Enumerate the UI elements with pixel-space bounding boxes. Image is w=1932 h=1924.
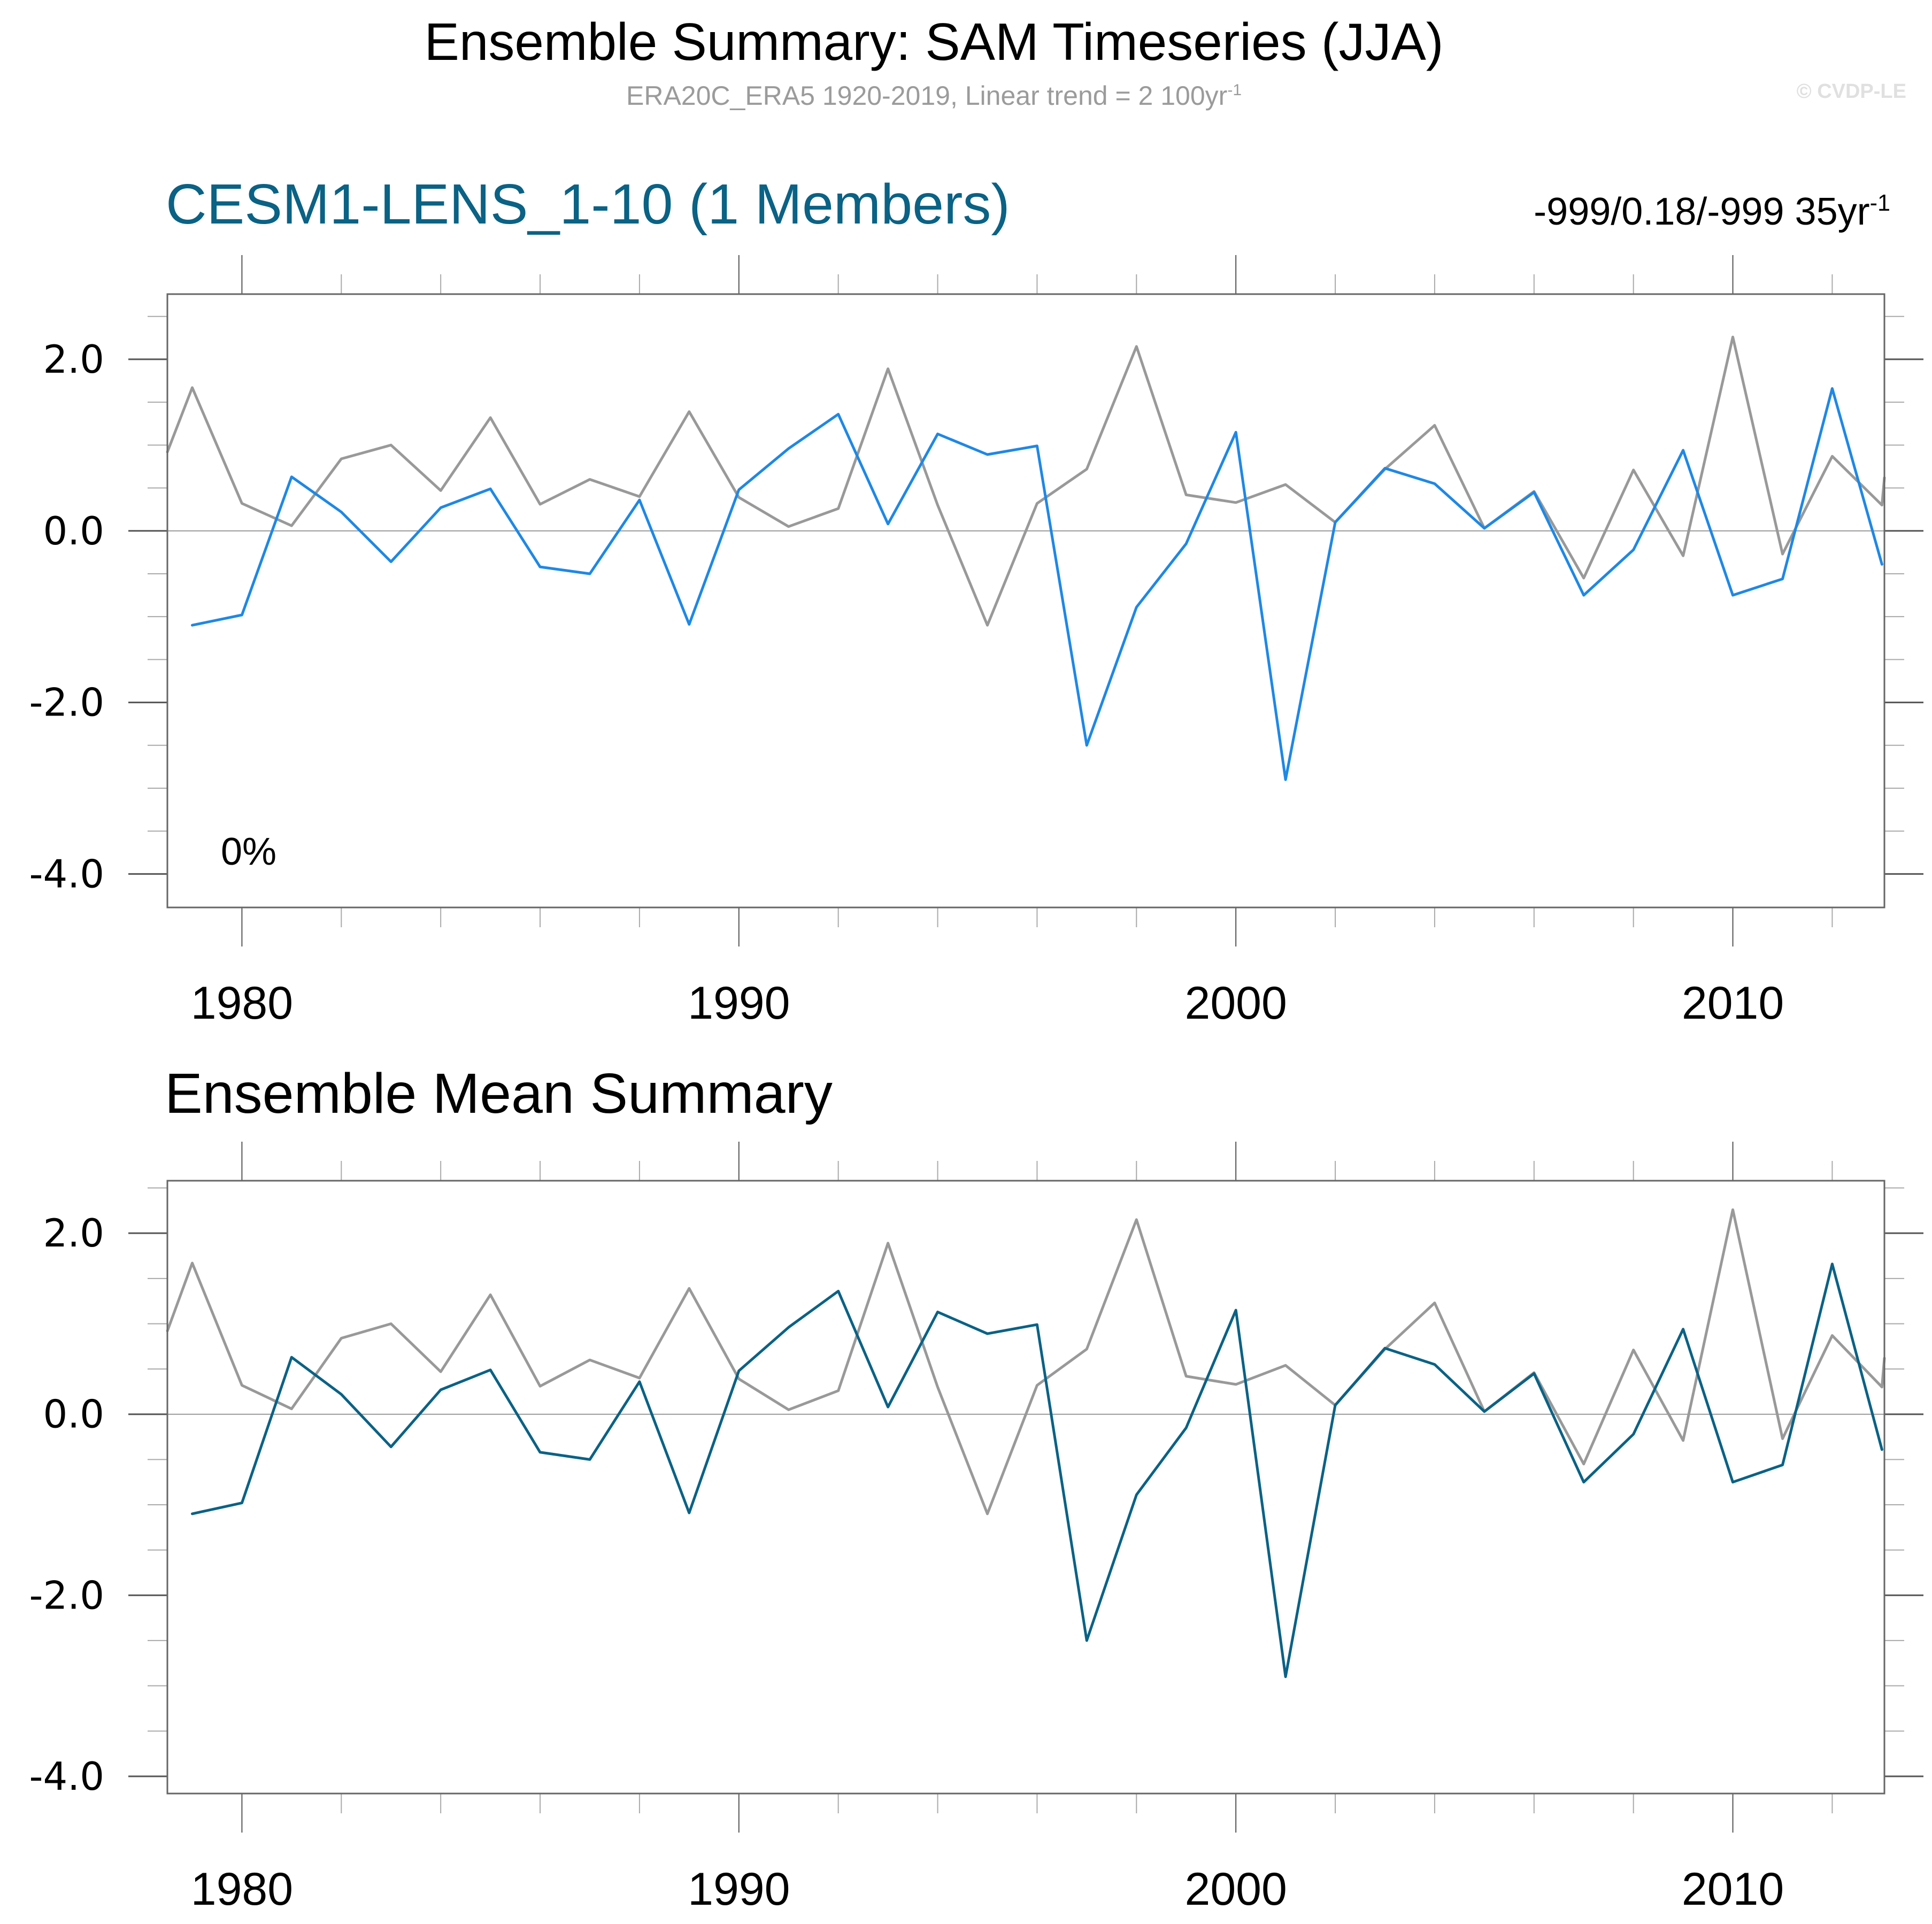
x-tick-label: 1990 — [688, 1864, 790, 1915]
series-line-observations — [166, 335, 1886, 627]
y-tick-label: -2.0 — [29, 680, 104, 725]
subtitle-superscript: -1 — [1227, 81, 1242, 99]
x-tick-label: 2000 — [1184, 978, 1287, 1029]
panel1-trend-stats: -999/0.18/-999 35yr-1 — [1534, 190, 1890, 234]
panel-2-plot: 2.0 0.0 -2.0 -4.0 1980 1990 2000 2010 — [29, 1142, 1923, 1915]
watermark: © CVDP-LE — [1796, 80, 1906, 103]
x-tick-label: 2000 — [1184, 1864, 1287, 1915]
plot-frame — [166, 293, 1885, 909]
x-tick-label: 2010 — [1682, 978, 1784, 1029]
y-tick-label: -4.0 — [29, 851, 104, 896]
plot-frame — [166, 1180, 1885, 1795]
figure-title: Ensemble Summary: SAM Timeseries (JJA) — [424, 12, 1444, 71]
x-tick-label: 1980 — [191, 978, 293, 1029]
y-tick-label: 0.0 — [43, 1392, 104, 1437]
panel1-title: CESM1-LENS_1-10 (1 Members) — [166, 173, 1010, 236]
subtitle-text: ERA20C_ERA5 1920-2019, Linear trend = 2 … — [626, 81, 1228, 111]
y-tick-label: -4.0 — [29, 1754, 104, 1799]
panel-1-plot: 2.0 0.0 -2.0 -4.0 1980 1990 2000 2010 — [29, 255, 1923, 1029]
panel2-title: Ensemble Mean Summary — [165, 1062, 833, 1125]
y-tick-label: -2.0 — [29, 1573, 104, 1618]
stats-superscript: -1 — [1869, 190, 1890, 217]
y-tick-label: 2.0 — [43, 337, 104, 382]
y-tick-label: 2.0 — [43, 1211, 104, 1256]
percent-annotation: 0% — [221, 830, 277, 873]
x-tick-label: 1980 — [191, 1864, 293, 1915]
y-tick-label: 0.0 — [43, 509, 104, 553]
x-tick-label: 1990 — [688, 978, 790, 1029]
figure-subtitle: ERA20C_ERA5 1920-2019, Linear trend = 2 … — [0, 80, 1932, 111]
x-tick-label: 2010 — [1682, 1864, 1784, 1915]
stats-text: -999/0.18/-999 35yr — [1534, 190, 1870, 233]
series-line-observations — [166, 1208, 1886, 1515]
series-line-model — [191, 1263, 1883, 1679]
series-line-model — [191, 387, 1883, 781]
